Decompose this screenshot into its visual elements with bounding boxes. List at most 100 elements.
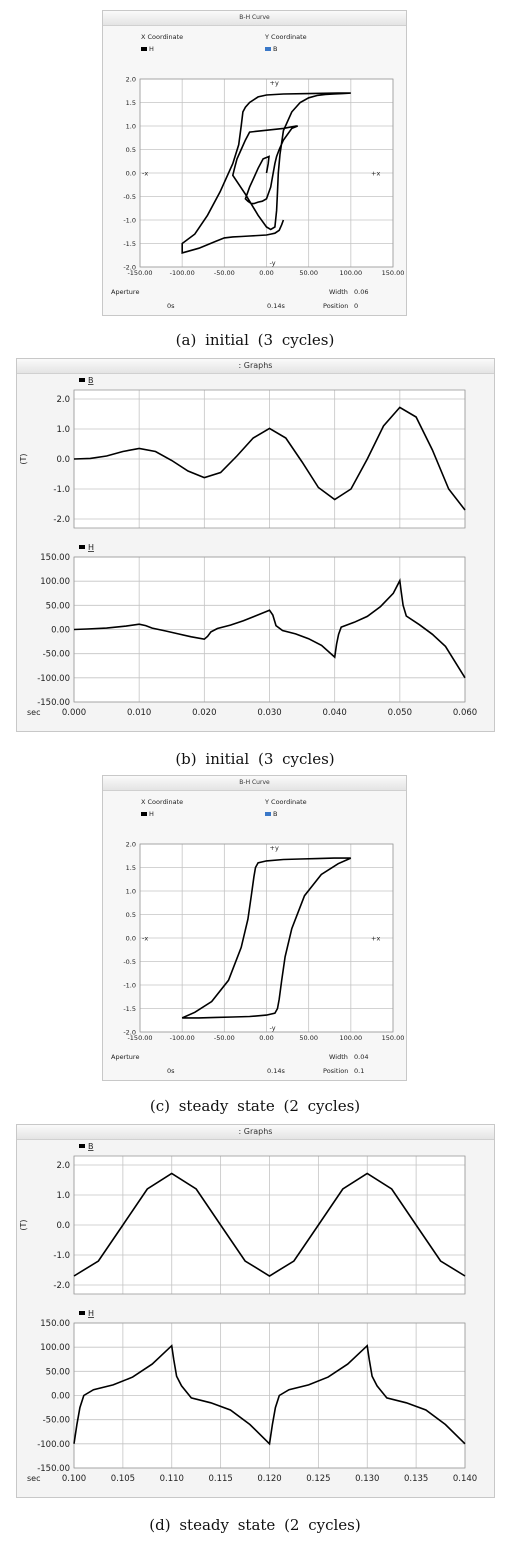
width-label: Width bbox=[329, 1053, 348, 1061]
graphs-panel-d: : Graphs 2.0 1.0 0.0 -1.0 -2.0 B 150.00 100.00 5… bbox=[16, 1124, 495, 1498]
y-tick-label: 0.0 bbox=[126, 170, 136, 178]
b-series-line bbox=[73, 406, 466, 511]
time-end: 0.14s bbox=[267, 302, 285, 310]
b-legend-swatch bbox=[79, 378, 85, 382]
y-tick-label: -150.00 bbox=[37, 1464, 70, 1474]
x-tick-label: 0.050 bbox=[388, 708, 412, 718]
h-legend-swatch bbox=[79, 545, 85, 549]
y-tick-label: 150.00 bbox=[40, 553, 70, 563]
x-tick-label: 0.140 bbox=[453, 1474, 477, 1484]
h-legend-swatch bbox=[79, 1311, 85, 1315]
aperture-label: Aperture bbox=[111, 288, 140, 296]
legend-h-label: H bbox=[88, 543, 94, 552]
x-axis-label: sec bbox=[27, 708, 41, 717]
y-tick-label: 0.0 bbox=[126, 935, 136, 943]
axis-marker-pos-y: +y bbox=[270, 844, 279, 852]
y-tick-label: -1.0 bbox=[53, 485, 70, 495]
y-tick-label: -100.00 bbox=[37, 1440, 70, 1450]
bh-curve-panel-a: B-H Curve X Coordinate H Y Coordinate B … bbox=[102, 10, 407, 316]
bh-loop-chart-c: -150.00 -100.00 -50.00 0.00 50.00 100.00 150.0… bbox=[123, 841, 404, 1043]
x-tick-label: 100.00 bbox=[339, 1034, 362, 1042]
x-tick-label: 0.040 bbox=[322, 708, 346, 718]
axis-marker-neg-y: -y bbox=[270, 1024, 276, 1032]
legend-b[interactable]: B bbox=[265, 810, 277, 818]
y-tick-label: -1.0 bbox=[123, 982, 136, 990]
y-tick-label: -2.0 bbox=[53, 1281, 70, 1291]
legend-b-label: B bbox=[273, 45, 278, 53]
position-value: 0 bbox=[354, 302, 359, 310]
x-tick-label: 0.00 bbox=[259, 269, 273, 277]
axis-marker-pos-x: +x bbox=[371, 170, 380, 178]
legend-h-label: H bbox=[149, 45, 154, 53]
plot-border bbox=[73, 1155, 466, 1295]
y-tick-label: 100.00 bbox=[40, 577, 70, 587]
x-tick-label: 50.00 bbox=[299, 1034, 318, 1042]
aperture-label: Aperture bbox=[111, 1053, 140, 1061]
y-tick-label: 2.0 bbox=[56, 395, 70, 405]
y-coordinate-label: Y Coordinate bbox=[265, 33, 307, 41]
panel-title: B-H Curve bbox=[103, 11, 406, 26]
b-legend-swatch bbox=[265, 47, 271, 51]
y-tick-label: 2.0 bbox=[126, 841, 136, 849]
y-tick-label: 1.0 bbox=[56, 425, 70, 435]
legend-h-label: H bbox=[149, 810, 154, 818]
y-unit-label: (T) bbox=[19, 453, 28, 464]
bh-loop-line bbox=[181, 92, 351, 254]
x-tick-label: 0.030 bbox=[257, 708, 281, 718]
y-coordinate-label: Y Coordinate bbox=[265, 798, 307, 806]
x-tick-label: 0.060 bbox=[453, 708, 477, 718]
legend-b[interactable]: B bbox=[265, 45, 277, 53]
time-end: 0.14s bbox=[267, 1067, 285, 1075]
x-tick-label: 0.120 bbox=[257, 1474, 281, 1484]
y-unit-label: (T) bbox=[19, 1219, 28, 1230]
x-axis-label: sec bbox=[27, 1474, 41, 1483]
h-legend-swatch bbox=[141, 812, 147, 816]
y-tick-label: -100.00 bbox=[37, 674, 70, 684]
legend-h[interactable]: H bbox=[141, 810, 154, 818]
panel-title: : Graphs bbox=[17, 359, 494, 374]
y-tick-label: 0.5 bbox=[126, 911, 136, 919]
panel-title: B-H Curve bbox=[103, 776, 406, 791]
waveform-chart-d: 2.0 1.0 0.0 -1.0 -2.0 B 150.00 100.00 50.00 0.00 -… bbox=[19, 1142, 477, 1484]
waveform-chart-b: 2.0 1.0 0.0 -1.0 -2.0 B 150.00 100.00 50.00 0.00 -… bbox=[19, 376, 477, 718]
x-tick-label: 0.020 bbox=[192, 708, 216, 718]
caption-c: (c) steady state (2 cycles) bbox=[149, 1097, 361, 1115]
y-tick-label: 100.00 bbox=[40, 1343, 70, 1353]
time-start: 0s bbox=[167, 302, 175, 310]
x-tick-label: 0.000 bbox=[62, 708, 86, 718]
y-tick-label: -1.5 bbox=[123, 240, 136, 248]
x-tick-label: 0.100 bbox=[62, 1474, 86, 1484]
x-tick-label: 0.130 bbox=[355, 1474, 379, 1484]
y-tick-label: 1.5 bbox=[126, 99, 136, 107]
y-tick-label: 0.00 bbox=[51, 1392, 70, 1402]
y-tick-label: -0.5 bbox=[123, 193, 136, 201]
axis-marker-neg-x: -x bbox=[142, 935, 148, 943]
y-tick-label: 50.00 bbox=[46, 601, 70, 611]
y-tick-label: 1.0 bbox=[126, 123, 136, 131]
y-tick-label: -1.0 bbox=[123, 217, 136, 225]
axis-marker-pos-y: +y bbox=[270, 79, 279, 87]
bh-loop-line bbox=[181, 857, 352, 1019]
x-tick-label: -100.00 bbox=[170, 1034, 195, 1042]
y-tick-label: -150.00 bbox=[37, 698, 70, 708]
x-tick-label: 0.105 bbox=[111, 1474, 135, 1484]
position-label: Position bbox=[323, 302, 349, 310]
x-tick-label: 0.00 bbox=[259, 1034, 273, 1042]
axis-marker-neg-x: -x bbox=[142, 170, 148, 178]
caption-b: (b) initial (3 cycles) bbox=[175, 750, 335, 768]
h-series-line bbox=[73, 1344, 466, 1446]
legend-h[interactable]: H bbox=[141, 45, 154, 53]
y-tick-label: 2.0 bbox=[56, 1161, 70, 1171]
y-tick-label: -2.0 bbox=[123, 264, 136, 272]
y-tick-label: -2.0 bbox=[53, 515, 70, 525]
plot-border bbox=[139, 843, 394, 1033]
x-tick-label: 50.00 bbox=[299, 269, 318, 277]
y-tick-label: 0.00 bbox=[51, 626, 70, 636]
caption-d: (d) steady state (2 cycles) bbox=[149, 1516, 361, 1534]
legend-b-label: B bbox=[88, 1142, 94, 1151]
b-legend-swatch bbox=[79, 1144, 85, 1148]
x-tick-label: -100.00 bbox=[170, 269, 195, 277]
y-tick-label: -50.00 bbox=[43, 650, 70, 660]
y-tick-label: -2.0 bbox=[123, 1029, 136, 1037]
y-tick-label: 0.0 bbox=[56, 1221, 70, 1231]
